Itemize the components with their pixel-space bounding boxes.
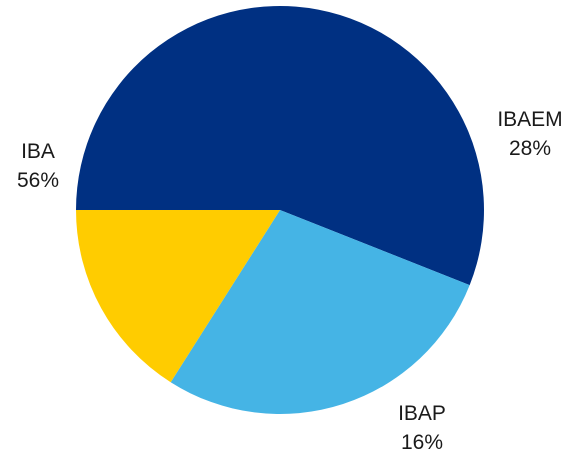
pie-slices <box>76 5 485 414</box>
label-ibaem-percent: 28% <box>509 137 551 160</box>
label-ibap-name: IBAP <box>398 402 446 425</box>
label-iba-percent: 56% <box>17 169 59 192</box>
label-ibap-percent: 16% <box>401 431 443 454</box>
label-ibaem-name: IBAEM <box>497 108 562 131</box>
pie-slice-ibap <box>76 210 280 383</box>
pie-slice-ibaem <box>170 210 470 414</box>
label-iba-name: IBA <box>21 140 55 163</box>
pie-slice-iba <box>76 5 485 286</box>
